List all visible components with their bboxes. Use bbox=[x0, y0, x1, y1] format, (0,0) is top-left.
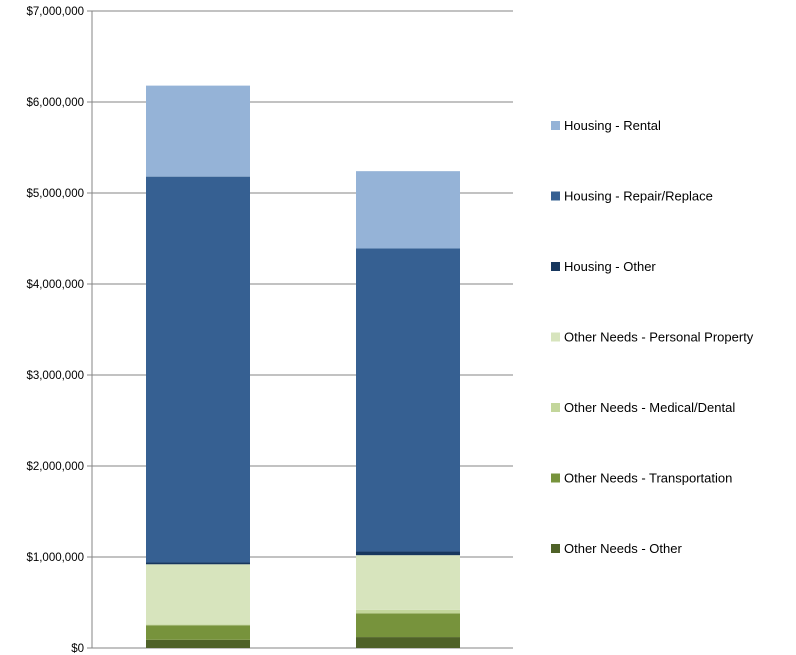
legend-swatch bbox=[551, 403, 560, 412]
y-tick-label: $0 bbox=[71, 643, 84, 655]
legend-swatch bbox=[551, 332, 560, 342]
legend-label: Housing - Repair/Replace bbox=[564, 189, 713, 204]
bar-segment bbox=[356, 555, 460, 610]
bar-segment bbox=[146, 176, 250, 563]
bar-segment bbox=[146, 564, 250, 625]
legend-label: Housing - Other bbox=[564, 259, 656, 274]
y-tick-label: $1,000,000 bbox=[26, 552, 84, 564]
bar-segment bbox=[356, 248, 460, 552]
legend-label: Housing - Rental bbox=[564, 118, 661, 133]
y-tick-label: $7,000,000 bbox=[26, 6, 84, 18]
legend-label: Other Needs - Medical/Dental bbox=[564, 400, 735, 415]
bar-segment bbox=[356, 171, 460, 249]
bar-segment bbox=[146, 85, 250, 177]
legend-swatch bbox=[551, 262, 560, 271]
bar-segment bbox=[356, 613, 460, 638]
legend-swatch bbox=[551, 544, 560, 553]
legend-label: Other Needs - Other bbox=[564, 541, 682, 556]
bar-segment bbox=[356, 551, 460, 556]
bar-segment bbox=[146, 625, 250, 640]
legend-label: Other Needs - Transportation bbox=[564, 471, 732, 486]
bar-segment bbox=[356, 609, 460, 614]
y-tick-label: $3,000,000 bbox=[26, 370, 84, 382]
legend-swatch bbox=[551, 121, 560, 130]
y-tick-label: $4,000,000 bbox=[26, 279, 84, 291]
bar-segment bbox=[356, 637, 460, 648]
bar-segment bbox=[146, 562, 250, 565]
y-tick-label: $2,000,000 bbox=[26, 461, 84, 473]
legend-swatch bbox=[551, 473, 560, 483]
bar-segment bbox=[146, 639, 250, 648]
legend-label: Other Needs - Personal Property bbox=[564, 330, 754, 345]
legend-swatch bbox=[551, 191, 560, 201]
y-tick-label: $6,000,000 bbox=[26, 97, 84, 109]
bar-segment bbox=[146, 624, 250, 626]
y-tick-label: $5,000,000 bbox=[26, 188, 84, 200]
